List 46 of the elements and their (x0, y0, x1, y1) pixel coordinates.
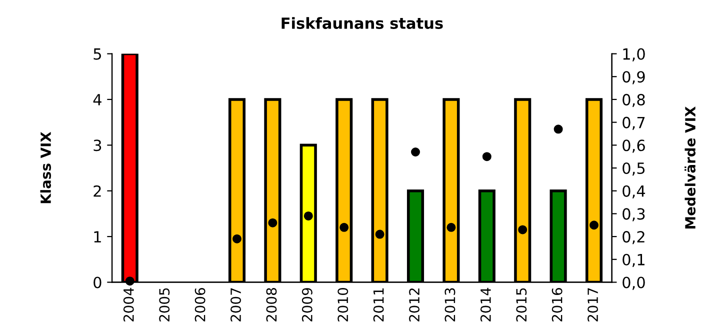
y2-tick-label: 0,2 (622, 231, 644, 244)
y2-tick-label: 0,9 (622, 71, 645, 84)
y2-tick-label: 0,1 (622, 254, 644, 267)
point (482, 152, 492, 162)
y2-tick-label: 0,8 (622, 94, 645, 108)
y2-tick-label: 1,0 (623, 48, 645, 62)
y2-axis-title: Medelvärde VIX (684, 106, 696, 228)
x-tick-label: 2010 (338, 288, 348, 322)
y-axis-title: Klass VIX (40, 132, 51, 204)
x-tick-label: 2015 (516, 288, 527, 322)
point (590, 220, 599, 230)
y2-tick-label: 0,4 (622, 185, 646, 198)
point (554, 124, 563, 134)
point (446, 222, 456, 232)
point (518, 225, 528, 234)
point (125, 276, 134, 286)
x-tick-label: 2017 (588, 288, 598, 322)
point (268, 218, 278, 228)
x-tick-label: 2011 (373, 288, 384, 322)
point (304, 211, 313, 220)
x-tick-label: 2013 (444, 288, 456, 322)
y2-tick-label: 0,5 (622, 162, 645, 176)
y-tick-label: 4 (93, 94, 102, 106)
y-tick-label: 3 (94, 140, 102, 152)
y2-tick-label: 0,6 (622, 140, 645, 153)
y-tick-label: 1 (94, 231, 101, 242)
x-tick-label: 2007 (230, 288, 242, 322)
point (340, 222, 349, 232)
y2-tick-label: 0,7 (622, 116, 645, 130)
y-tick-label: 2 (94, 185, 101, 197)
point (375, 230, 384, 239)
y2-tick-label: 0,0 (622, 276, 645, 290)
x-tick-label: 2012 (409, 288, 420, 322)
x-tick-label: 2004 (123, 288, 134, 322)
x-tick-label: 2008 (266, 288, 277, 322)
point (411, 148, 420, 157)
y-tick-label: 0 (94, 276, 102, 288)
x-tick-label: 2009 (302, 288, 312, 322)
y-tick-label: 5 (94, 48, 101, 60)
x-tick-label: 2016 (552, 288, 562, 322)
chart-title: Fiskfaunans status (282, 17, 443, 29)
y2-tick-label: 0,3 (622, 208, 645, 222)
x-tick-label: 2014 (480, 288, 491, 322)
x-tick-label: 2006 (194, 288, 206, 322)
point (232, 234, 242, 244)
x-tick-label: 2005 (159, 288, 170, 322)
